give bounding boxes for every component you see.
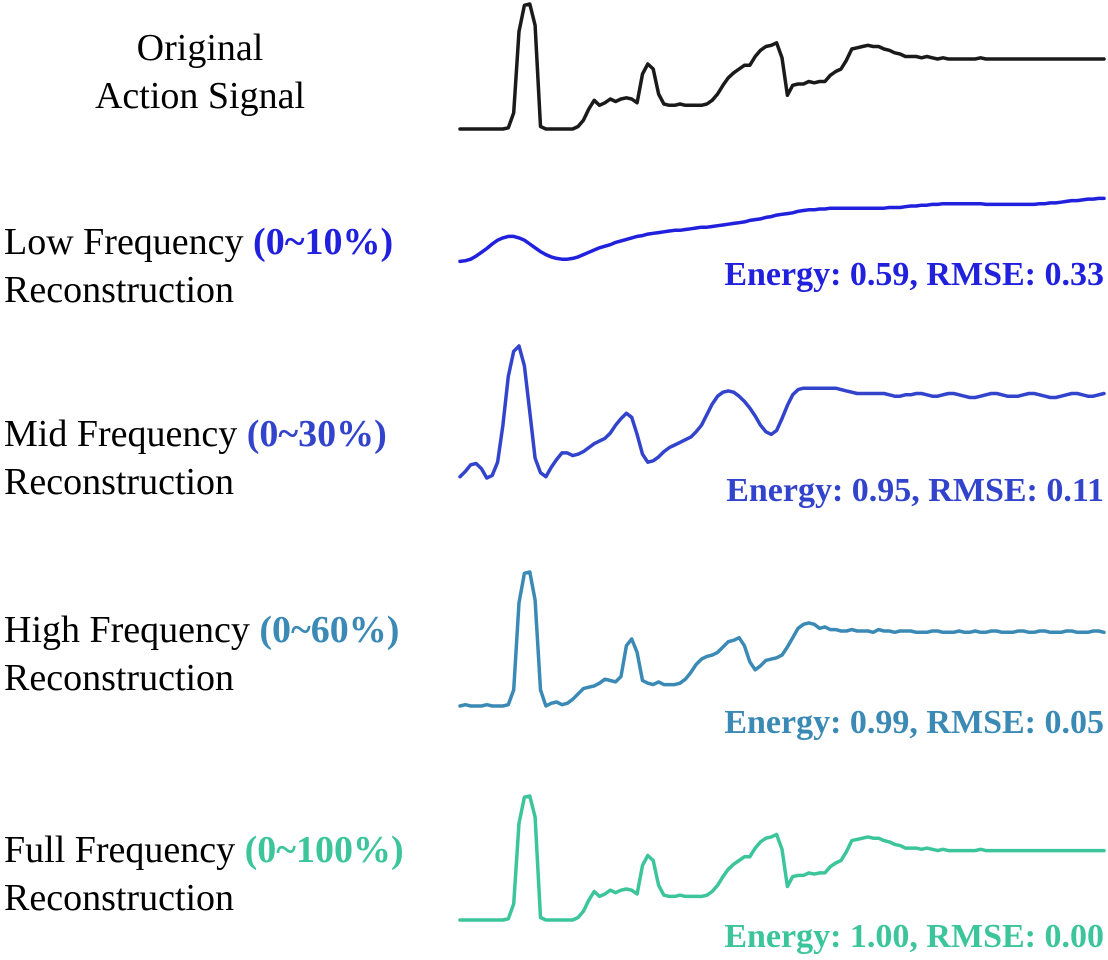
low-frequency-line — [458, 196, 1106, 264]
high-label-percent: (0~60%) — [259, 609, 400, 651]
high-label-line2: Reconstruction — [4, 657, 235, 699]
low-label-line2: Reconstruction — [4, 269, 235, 311]
original-label-line1: Original — [136, 27, 264, 69]
low-frequency-metric: Energy: 0.59, RMSE: 0.33 — [724, 256, 1104, 293]
mid-label-line2: Reconstruction — [4, 461, 235, 503]
high-frequency-line — [458, 570, 1106, 708]
mid-label-percent: (0~30%) — [246, 413, 387, 455]
high-label-title: High Frequency — [4, 609, 260, 651]
full-label-title: Full Frequency — [4, 829, 245, 871]
high-frequency-label: High Frequency (0~60%) Reconstruction — [4, 606, 399, 702]
original-signal-line — [458, 2, 1106, 131]
low-label-percent: (0~10%) — [253, 221, 394, 263]
full-label-percent: (0~100%) — [244, 829, 404, 871]
full-label-line2: Reconstruction — [4, 877, 235, 919]
full-frequency-metric: Energy: 1.00, RMSE: 0.00 — [724, 918, 1104, 955]
mid-frequency-label: Mid Frequency (0~30%) Reconstruction — [4, 410, 387, 506]
low-frequency-label: Low Frequency (0~10%) Reconstruction — [4, 218, 393, 314]
low-label-title: Low Frequency — [4, 221, 254, 263]
full-frequency-label: Full Frequency (0~100%) Reconstruction — [4, 826, 404, 922]
original-signal-label: Original Action Signal — [70, 24, 330, 120]
mid-label-title: Mid Frequency — [4, 413, 247, 455]
high-frequency-metric: Energy: 0.99, RMSE: 0.05 — [724, 704, 1104, 741]
mid-frequency-metric: Energy: 0.95, RMSE: 0.11 — [726, 472, 1104, 509]
mid-frequency-line — [458, 344, 1106, 480]
full-frequency-line — [458, 794, 1106, 922]
original-label-line2: Action Signal — [94, 75, 306, 117]
